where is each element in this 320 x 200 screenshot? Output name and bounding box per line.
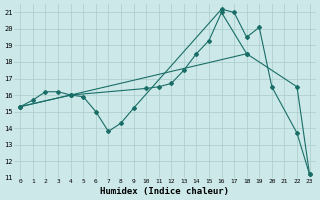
X-axis label: Humidex (Indice chaleur): Humidex (Indice chaleur) <box>100 187 229 196</box>
